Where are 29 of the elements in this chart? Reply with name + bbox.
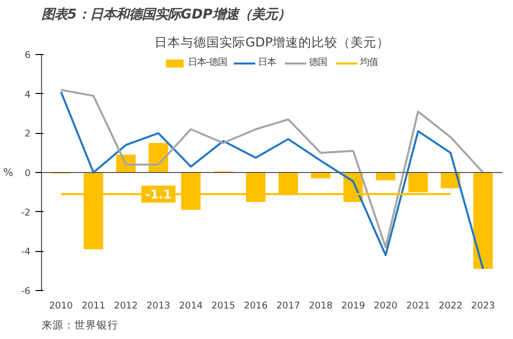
y-axis-title: % — [3, 166, 14, 179]
x-tick-label: 2017 — [276, 300, 300, 312]
x-tick-label: 2016 — [244, 300, 268, 312]
y-tick-label: 4 — [24, 89, 31, 100]
x-tick-label: 2013 — [146, 300, 170, 312]
x-tick-label: 2012 — [114, 300, 138, 312]
legend-label: 均值 — [360, 56, 380, 69]
x-tick-label: 2014 — [178, 300, 203, 312]
legend-label: 日本 — [258, 56, 278, 69]
y-tick-label: 6 — [24, 50, 31, 61]
x-tick-label: 2010 — [49, 300, 73, 312]
x-tick-label: 2011 — [82, 300, 106, 312]
chart-title: 图表5：日本和德国实际GDP增速（美元） — [42, 6, 291, 22]
legend-label: 日本-德国 — [188, 56, 228, 69]
source-note: 来源：世界银行 — [42, 318, 118, 332]
x-tick-label: 2015 — [211, 300, 236, 312]
y-tick-label: 2 — [24, 128, 31, 140]
chart-subtitle: 日本与德国实际GDP增速的比较（美元） — [154, 34, 390, 50]
x-tick-label: 2023 — [471, 300, 495, 312]
y-tick-label: 0 — [24, 168, 31, 179]
legend-label: 德国 — [309, 56, 328, 69]
x-tick-label: 2022 — [438, 300, 462, 312]
x-tick-label: 2021 — [406, 300, 430, 312]
y-tick-label: -6 — [21, 286, 31, 297]
x-tick-label: 2018 — [308, 300, 333, 312]
y-tick-label: -2 — [21, 207, 31, 218]
x-tick-label: 2020 — [374, 300, 398, 312]
x-tick-label: 2019 — [341, 300, 366, 312]
y-tick-label: -4 — [21, 246, 31, 258]
